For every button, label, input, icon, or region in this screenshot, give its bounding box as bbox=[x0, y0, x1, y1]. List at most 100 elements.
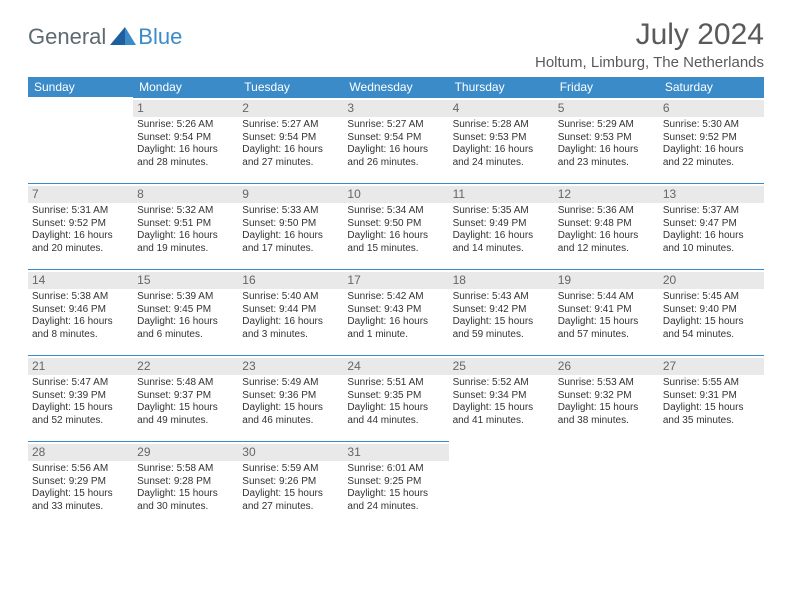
calendar-day: 27Sunrise: 5:55 AMSunset: 9:31 PMDayligh… bbox=[659, 355, 764, 441]
day-detail: Sunrise: 5:40 AMSunset: 9:44 PMDaylight:… bbox=[242, 291, 339, 341]
weekday-header: Friday bbox=[554, 77, 659, 97]
calendar-day: 2Sunrise: 5:27 AMSunset: 9:54 PMDaylight… bbox=[238, 97, 343, 183]
calendar-day: 20Sunrise: 5:45 AMSunset: 9:40 PMDayligh… bbox=[659, 269, 764, 355]
day-detail: Sunrise: 5:47 AMSunset: 9:39 PMDaylight:… bbox=[32, 377, 129, 427]
day-detail: Sunrise: 5:48 AMSunset: 9:37 PMDaylight:… bbox=[137, 377, 234, 427]
day-detail: Sunrise: 5:44 AMSunset: 9:41 PMDaylight:… bbox=[558, 291, 655, 341]
day-number: 18 bbox=[449, 272, 554, 289]
calendar-day: 14 Sunrise: 5:38 AMSunset: 9:46 PMDayligh… bbox=[28, 269, 133, 355]
calendar-day: 28Sunrise: 5:56 AMSunset: 9:29 PMDayligh… bbox=[28, 441, 133, 527]
day-number: 14 bbox=[28, 272, 133, 289]
title-block: July 2024 Holtum, Limburg, The Netherlan… bbox=[535, 18, 764, 71]
calendar-day: 7 Sunrise: 5:31 AMSunset: 9:52 PMDaylight… bbox=[28, 183, 133, 269]
month-title: July 2024 bbox=[535, 18, 764, 52]
day-detail: Sunrise: 5:53 AMSunset: 9:32 PMDaylight:… bbox=[558, 377, 655, 427]
day-detail: Sunrise: 5:28 AMSunset: 9:53 PMDaylight:… bbox=[453, 119, 550, 169]
calendar-day: 24 Sunrise: 5:51 AMSunset: 9:35 PMDayligh… bbox=[343, 355, 448, 441]
day-number: 27 bbox=[659, 358, 764, 375]
calendar-day bbox=[554, 441, 659, 527]
weekday-header-row: SundayMondayTuesdayWednesdayThursdayFrid… bbox=[28, 77, 764, 97]
day-number: 7 bbox=[28, 186, 133, 203]
day-detail: Sunrise: 5:27 AMSunset: 9:54 PMDaylight:… bbox=[347, 119, 444, 169]
calendar-day: 26 Sunrise: 5:53 AMSunset: 9:32 PMDayligh… bbox=[554, 355, 659, 441]
weekday-header: Wednesday bbox=[343, 77, 448, 97]
day-number: 12 bbox=[554, 186, 659, 203]
day-detail: Sunrise: 5:34 AMSunset: 9:50 PMDaylight:… bbox=[347, 205, 444, 255]
day-number: 28 bbox=[28, 444, 133, 461]
calendar-day: 16 Sunrise: 5:40 AMSunset: 9:44 PMDayligh… bbox=[238, 269, 343, 355]
weekday-header: Saturday bbox=[659, 77, 764, 97]
day-number: 30 bbox=[238, 444, 343, 461]
calendar-day bbox=[659, 441, 764, 527]
day-number: 8 bbox=[133, 186, 238, 203]
day-detail: Sunrise: 5:58 AMSunset: 9:28 PMDaylight:… bbox=[137, 463, 234, 513]
day-number: 26 bbox=[554, 358, 659, 375]
location-label: Holtum, Limburg, The Netherlands bbox=[535, 54, 764, 71]
calendar-day: 25 Sunrise: 5:52 AMSunset: 9:34 PMDayligh… bbox=[449, 355, 554, 441]
calendar-day: 1Sunrise: 5:26 AMSunset: 9:54 PMDaylight… bbox=[133, 97, 238, 183]
day-detail: Sunrise: 5:42 AMSunset: 9:43 PMDaylight:… bbox=[347, 291, 444, 341]
calendar-week: 28Sunrise: 5:56 AMSunset: 9:29 PMDayligh… bbox=[28, 441, 764, 527]
day-detail: Sunrise: 5:52 AMSunset: 9:34 PMDaylight:… bbox=[453, 377, 550, 427]
day-number: 21 bbox=[28, 358, 133, 375]
day-number: 3 bbox=[343, 100, 448, 117]
day-detail: Sunrise: 5:51 AMSunset: 9:35 PMDaylight:… bbox=[347, 377, 444, 427]
day-detail: Sunrise: 5:29 AMSunset: 9:53 PMDaylight:… bbox=[558, 119, 655, 169]
calendar-day: 30 Sunrise: 5:59 AMSunset: 9:26 PMDayligh… bbox=[238, 441, 343, 527]
calendar-day: 15 Sunrise: 5:39 AMSunset: 9:45 PMDayligh… bbox=[133, 269, 238, 355]
calendar-day bbox=[449, 441, 554, 527]
day-number: 24 bbox=[343, 358, 448, 375]
calendar-day: 19 Sunrise: 5:44 AMSunset: 9:41 PMDayligh… bbox=[554, 269, 659, 355]
page-header: General Blue July 2024 Holtum, Limburg, … bbox=[28, 18, 764, 71]
calendar-body: 1Sunrise: 5:26 AMSunset: 9:54 PMDaylight… bbox=[28, 97, 764, 527]
day-number: 2 bbox=[238, 100, 343, 117]
day-number: 5 bbox=[554, 100, 659, 117]
brand-part2: Blue bbox=[138, 24, 182, 50]
day-number: 10 bbox=[343, 186, 448, 203]
brand-logo: General Blue bbox=[28, 24, 182, 50]
day-detail: Sunrise: 5:59 AMSunset: 9:26 PMDaylight:… bbox=[242, 463, 339, 513]
calendar-week: 14 Sunrise: 5:38 AMSunset: 9:46 PMDayligh… bbox=[28, 269, 764, 355]
weekday-header: Monday bbox=[133, 77, 238, 97]
calendar-day: 9Sunrise: 5:33 AMSunset: 9:50 PMDaylight… bbox=[238, 183, 343, 269]
day-number: 1 bbox=[133, 100, 238, 117]
day-detail: Sunrise: 5:32 AMSunset: 9:51 PMDaylight:… bbox=[137, 205, 234, 255]
day-number: 23 bbox=[238, 358, 343, 375]
day-number: 15 bbox=[133, 272, 238, 289]
calendar: SundayMondayTuesdayWednesdayThursdayFrid… bbox=[28, 77, 764, 527]
calendar-day: 22 Sunrise: 5:48 AMSunset: 9:37 PMDayligh… bbox=[133, 355, 238, 441]
day-number: 29 bbox=[133, 444, 238, 461]
calendar-day: 31Sunrise: 6:01 AMSunset: 9:25 PMDayligh… bbox=[343, 441, 448, 527]
day-detail: Sunrise: 5:35 AMSunset: 9:49 PMDaylight:… bbox=[453, 205, 550, 255]
day-number: 13 bbox=[659, 186, 764, 203]
day-detail: Sunrise: 5:36 AMSunset: 9:48 PMDaylight:… bbox=[558, 205, 655, 255]
calendar-day: 5 Sunrise: 5:29 AMSunset: 9:53 PMDaylight… bbox=[554, 97, 659, 183]
day-number: 17 bbox=[343, 272, 448, 289]
calendar-day: 29 Sunrise: 5:58 AMSunset: 9:28 PMDayligh… bbox=[133, 441, 238, 527]
brand-part1: General bbox=[28, 24, 106, 50]
calendar-day: 21 Sunrise: 5:47 AMSunset: 9:39 PMDayligh… bbox=[28, 355, 133, 441]
calendar-day: 3 Sunrise: 5:27 AMSunset: 9:54 PMDaylight… bbox=[343, 97, 448, 183]
day-detail: Sunrise: 5:43 AMSunset: 9:42 PMDaylight:… bbox=[453, 291, 550, 341]
brand-triangle-icon bbox=[110, 25, 136, 50]
calendar-day bbox=[28, 97, 133, 183]
calendar-day: 10 Sunrise: 5:34 AMSunset: 9:50 PMDayligh… bbox=[343, 183, 448, 269]
calendar-day: 6Sunrise: 5:30 AMSunset: 9:52 PMDaylight… bbox=[659, 97, 764, 183]
calendar-week: 7 Sunrise: 5:31 AMSunset: 9:52 PMDaylight… bbox=[28, 183, 764, 269]
day-number: 11 bbox=[449, 186, 554, 203]
calendar-day: 11 Sunrise: 5:35 AMSunset: 9:49 PMDayligh… bbox=[449, 183, 554, 269]
day-number: 4 bbox=[449, 100, 554, 117]
calendar-day: 13Sunrise: 5:37 AMSunset: 9:47 PMDayligh… bbox=[659, 183, 764, 269]
day-number: 25 bbox=[449, 358, 554, 375]
day-detail: Sunrise: 5:39 AMSunset: 9:45 PMDaylight:… bbox=[137, 291, 234, 341]
day-number: 19 bbox=[554, 272, 659, 289]
day-detail: Sunrise: 5:38 AMSunset: 9:46 PMDaylight:… bbox=[32, 291, 129, 341]
day-detail: Sunrise: 5:33 AMSunset: 9:50 PMDaylight:… bbox=[242, 205, 339, 255]
day-detail: Sunrise: 5:31 AMSunset: 9:52 PMDaylight:… bbox=[32, 205, 129, 255]
day-number: 20 bbox=[659, 272, 764, 289]
day-number: 31 bbox=[343, 444, 448, 461]
day-number: 22 bbox=[133, 358, 238, 375]
day-number: 16 bbox=[238, 272, 343, 289]
day-number: 6 bbox=[659, 100, 764, 117]
calendar-day: 12 Sunrise: 5:36 AMSunset: 9:48 PMDayligh… bbox=[554, 183, 659, 269]
